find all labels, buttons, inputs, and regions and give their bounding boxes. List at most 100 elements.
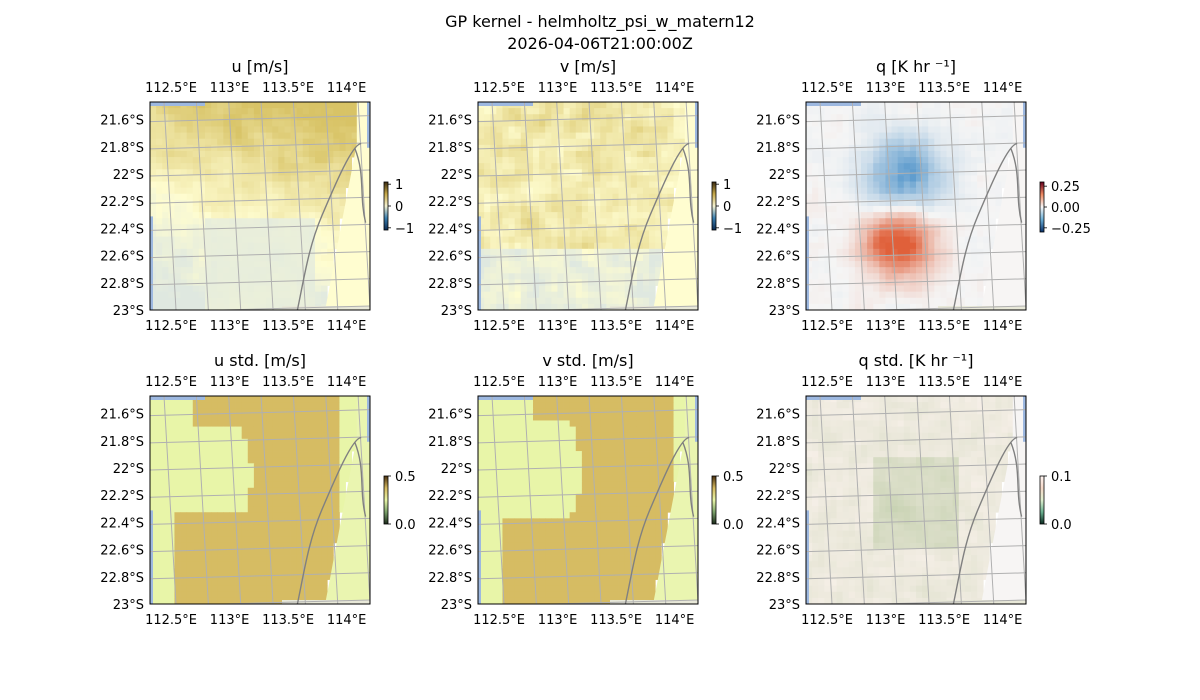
heat-cell <box>983 206 990 213</box>
heat-cell <box>606 206 613 213</box>
heat-cell <box>174 500 181 507</box>
heat-cell <box>964 132 972 140</box>
heat-cell <box>551 475 558 483</box>
heat-cell <box>514 157 522 164</box>
heat-cell <box>308 536 316 544</box>
heat-cell <box>247 261 255 268</box>
heat-cell <box>928 212 935 219</box>
heat-cell <box>478 150 485 158</box>
heat-cell <box>903 206 911 213</box>
heat-cell <box>934 230 941 237</box>
heat-cell <box>551 285 558 293</box>
heat-cell <box>223 444 230 452</box>
heat-cell <box>806 206 813 213</box>
heat-cell <box>278 218 285 225</box>
heat-cell <box>211 402 218 409</box>
heat-cell <box>636 126 644 133</box>
heat-cell <box>278 506 285 513</box>
heat-cell <box>205 487 212 495</box>
heat-cell <box>526 108 534 115</box>
heat-cell <box>581 475 589 483</box>
heat-cell <box>211 102 218 109</box>
heat-cell <box>903 193 911 201</box>
heat-cell <box>247 585 255 593</box>
y-tick-label: 22.4°S <box>428 222 472 237</box>
heat-cell <box>909 175 917 182</box>
heat-cell <box>333 481 340 489</box>
heat-cell <box>520 206 528 213</box>
heat-cell <box>533 181 540 189</box>
heat-cell <box>253 144 261 152</box>
heat-cell <box>508 242 516 250</box>
heat-cell <box>484 218 491 225</box>
heat-cell <box>649 181 656 189</box>
heat-cell <box>198 444 206 452</box>
heat-cell <box>618 279 626 286</box>
heat-cell <box>502 206 509 213</box>
heat-cell <box>284 451 291 458</box>
heat-cell <box>594 187 601 195</box>
heat-cell <box>260 408 267 415</box>
heat-cell <box>958 150 966 158</box>
heat-cell <box>673 132 681 140</box>
heat-cell <box>989 187 996 195</box>
heat-cell <box>873 236 880 244</box>
heat-cell <box>569 108 577 115</box>
heat-cell <box>636 181 644 189</box>
heat-cell <box>235 163 243 170</box>
heat-cell <box>964 138 972 146</box>
heat-cell <box>526 426 534 434</box>
heat-cell <box>575 414 583 421</box>
heat-cell <box>484 175 491 182</box>
heat-cell <box>661 414 668 421</box>
heat-cell <box>897 120 905 127</box>
heat-cell <box>885 224 892 231</box>
heat-cell <box>290 267 298 274</box>
heat-cell <box>824 193 831 201</box>
heat-cell <box>922 102 929 109</box>
heat-cell <box>600 457 607 464</box>
heat-cell <box>278 426 285 434</box>
heat-cell <box>545 114 552 121</box>
heat-cell <box>600 206 607 213</box>
colorbar-tick-label: 1 <box>723 178 731 193</box>
heat-cell <box>296 102 304 109</box>
heat-cell <box>217 175 224 182</box>
heat-cell <box>315 181 322 189</box>
heat-cell <box>278 181 285 189</box>
heat-cell <box>180 493 188 501</box>
heat-cell <box>916 291 923 299</box>
heat-cell <box>345 408 353 415</box>
heat-cell <box>830 218 837 225</box>
heat-cell <box>569 236 577 244</box>
heat-cell <box>162 444 169 452</box>
heat-cell <box>339 432 346 440</box>
heat-cell <box>594 279 601 286</box>
heat-cell <box>618 432 626 440</box>
heat-cell <box>649 138 656 146</box>
heat-cell <box>879 254 886 262</box>
x-tick-label-top: 113.5°E <box>918 81 970 96</box>
heat-cell <box>867 181 874 189</box>
heat-cell <box>272 548 279 556</box>
heat-cell <box>958 102 966 109</box>
heat-cell <box>643 150 650 158</box>
heat-cell <box>168 561 175 568</box>
heat-cell <box>526 230 534 237</box>
heat-cell <box>162 585 169 593</box>
heat-cell <box>162 475 169 483</box>
heat-cell <box>496 267 503 274</box>
heat-cell <box>205 548 212 556</box>
heat-cell <box>588 114 595 121</box>
heat-cell <box>278 500 285 507</box>
heat-cell <box>162 542 169 550</box>
heat-cell <box>575 181 583 189</box>
heat-cell <box>995 102 1002 109</box>
heat-cell <box>205 108 212 115</box>
heat-cell <box>235 591 243 599</box>
heat-cell <box>302 438 310 446</box>
heat-cell <box>186 193 194 201</box>
heat-cell <box>315 487 322 495</box>
heat-cell <box>247 591 255 599</box>
heat-cell <box>508 126 516 133</box>
